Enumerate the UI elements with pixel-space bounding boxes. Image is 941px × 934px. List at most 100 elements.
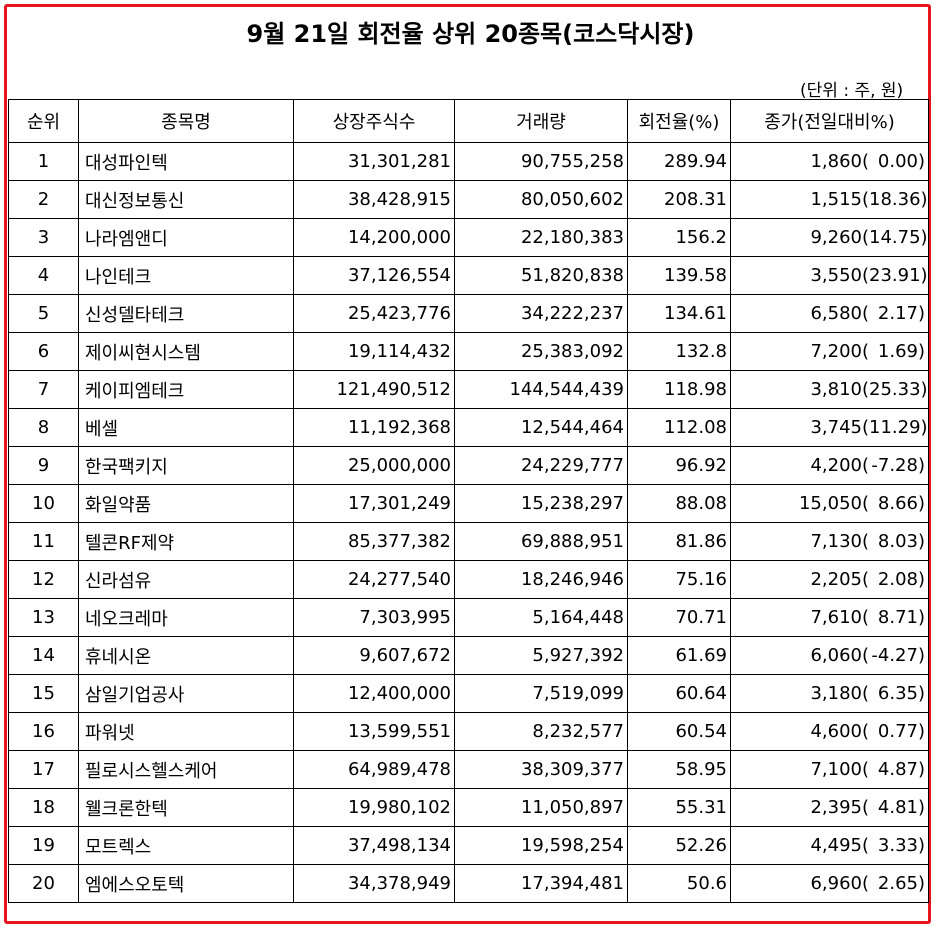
turnover-cell: 156.2 <box>627 218 731 257</box>
close-price-cell: 1,860(0.00) <box>730 142 929 181</box>
listed-shares-cell: 37,498,134 <box>293 826 455 865</box>
stock-name-cell: 대성파인텍 <box>78 142 294 181</box>
close-price-cell: 7,200(1.69) <box>730 332 929 371</box>
listed-shares-cell: 14,200,000 <box>293 218 455 257</box>
volume-cell: 51,820,838 <box>454 256 628 295</box>
rank-cell: 17 <box>8 750 79 789</box>
volume-cell: 12,544,464 <box>454 408 628 447</box>
listed-shares-cell: 17,301,249 <box>293 484 455 523</box>
rank-cell: 13 <box>8 598 79 637</box>
change-percent: 18.36) <box>869 189 928 210</box>
rank-cell: 2 <box>8 180 79 219</box>
page-title: 9월 21일 회전율 상위 20종목(코스닥시장) <box>246 20 695 48</box>
volume-cell: 11,050,897 <box>454 788 628 827</box>
turnover-cell: 55.31 <box>627 788 731 827</box>
table-row: 17 필로시스헬스케어 64,989,478 38,309,377 58.95 7,100… <box>8 750 929 789</box>
close-price-cell: 3,180( 6.35) <box>730 674 929 713</box>
close-price: 2,205( <box>810 569 869 590</box>
stock-name-cell: 파워넷 <box>78 712 294 751</box>
change-percent: 11.29) <box>869 417 928 438</box>
rank-cell: 19 <box>8 826 79 865</box>
table-row: 8 베셀 11,192,368 12,544,464 112.08 3,745(11.29… <box>8 408 929 447</box>
change-percent: 2.65) <box>877 873 925 894</box>
stock-name-cell: 신라섬유 <box>78 560 294 599</box>
close-price: 15,050( <box>798 493 869 514</box>
rank-cell: 5 <box>8 294 79 333</box>
close-price: 3,550( <box>810 265 869 286</box>
listed-shares-cell: 31,301,281 <box>293 142 455 181</box>
listed-shares-cell: 13,599,551 <box>293 712 455 751</box>
stock-name-cell: 웰크론한텍 <box>78 788 294 827</box>
close-price: 4,200( <box>810 455 869 476</box>
listed-shares-cell: 85,377,382 <box>293 522 455 561</box>
rank-cell: 11 <box>8 522 79 561</box>
turnover-cell: 96.92 <box>627 446 731 485</box>
close-price: 3,180( <box>810 683 869 704</box>
listed-shares-cell: 9,607,672 <box>293 636 455 675</box>
close-price-cell: 3,550(23.91) <box>730 256 929 295</box>
volume-cell: 17,394,481 <box>454 864 628 903</box>
close-price: 7,100( <box>810 759 869 780</box>
stock-name-cell: 휴네시온 <box>78 636 294 675</box>
change-percent: 3.33) <box>877 835 925 856</box>
stock-name-cell: 나인테크 <box>78 256 294 295</box>
close-price: 3,810( <box>810 379 869 400</box>
change-percent: 2.08) <box>877 569 925 590</box>
stock-name-cell: 신성델타테크 <box>78 294 294 333</box>
table-row: 16 파워넷 13,599,551 8,232,577 60.54 4,600(0.77) <box>8 712 929 751</box>
table-row: 6 제이씨현시스템 19,114,432 25,383,092 132.8 7,200(1… <box>8 332 929 371</box>
change-percent: 8.03) <box>877 531 925 552</box>
header-volume: 거래량 <box>454 99 628 143</box>
close-price-cell: 4,495( 3.33) <box>730 826 929 865</box>
change-percent: 4.87) <box>877 759 925 780</box>
close-price: 1,515( <box>810 189 869 210</box>
stock-name-cell: 네오크레마 <box>78 598 294 637</box>
table-row: 9 한국팩키지 25,000,000 24,229,777 96.92 4,200(-7.… <box>8 446 929 485</box>
listed-shares-cell: 37,126,554 <box>293 256 455 295</box>
rank-cell: 20 <box>8 864 79 903</box>
listed-shares-cell: 12,400,000 <box>293 674 455 713</box>
listed-shares-cell: 11,192,368 <box>293 408 455 447</box>
close-price: 7,130( <box>810 531 869 552</box>
turnover-cell: 134.61 <box>627 294 731 333</box>
header-listed-shares: 상장주식수 <box>293 99 455 143</box>
stock-name-cell: 삼일기업공사 <box>78 674 294 713</box>
turnover-cell: 60.64 <box>627 674 731 713</box>
close-price: 6,580( <box>810 303 869 324</box>
close-price-cell: 1,515(18.36) <box>730 180 929 219</box>
turnover-cell: 50.6 <box>627 864 731 903</box>
change-percent: 0.77) <box>877 721 925 742</box>
change-percent: 2.17) <box>877 303 925 324</box>
turnover-cell: 208.31 <box>627 180 731 219</box>
change-percent: 8.66) <box>877 493 925 514</box>
turnover-table: 순위 종목명 상장주식수 거래량 회전율(%) 종가(전일대비%) 1 대성파인텍… <box>8 99 929 903</box>
stock-name-cell: 케이피엠테크 <box>78 370 294 409</box>
rank-cell: 14 <box>8 636 79 675</box>
volume-cell: 144,544,439 <box>454 370 628 409</box>
close-price-cell: 6,060(-4.27) <box>730 636 929 675</box>
turnover-cell: 58.95 <box>627 750 731 789</box>
close-price: 7,200( <box>810 341 869 362</box>
volume-cell: 25,383,092 <box>454 332 628 371</box>
close-price: 4,600( <box>810 721 869 742</box>
table-row: 5 신성델타테크 25,423,776 34,222,237 134.61 6,580(2… <box>8 294 929 333</box>
volume-cell: 69,888,951 <box>454 522 628 561</box>
table-header-row: 순위 종목명 상장주식수 거래량 회전율(%) 종가(전일대비%) <box>8 99 929 143</box>
change-percent: 8.71) <box>877 607 925 628</box>
rank-cell: 10 <box>8 484 79 523</box>
close-price: 9,260( <box>810 227 869 248</box>
close-price-cell: 3,810(25.33) <box>730 370 929 409</box>
stock-name-cell: 베셀 <box>78 408 294 447</box>
volume-cell: 8,232,577 <box>454 712 628 751</box>
volume-cell: 7,519,099 <box>454 674 628 713</box>
table-row: 15 삼일기업공사 12,400,000 7,519,099 60.64 3,180( 6.… <box>8 674 929 713</box>
close-price: 7,610( <box>810 607 869 628</box>
change-percent: 4.81) <box>877 797 925 818</box>
turnover-cell: 118.98 <box>627 370 731 409</box>
table-row: 19 모트렉스 37,498,134 19,598,254 52.26 4,495(3.3… <box>8 826 929 865</box>
change-percent: 6.35) <box>877 683 925 704</box>
header-close-price: 종가(전일대비%) <box>730 99 929 143</box>
close-price: 4,495( <box>810 835 869 856</box>
rank-cell: 15 <box>8 674 79 713</box>
turnover-cell: 88.08 <box>627 484 731 523</box>
